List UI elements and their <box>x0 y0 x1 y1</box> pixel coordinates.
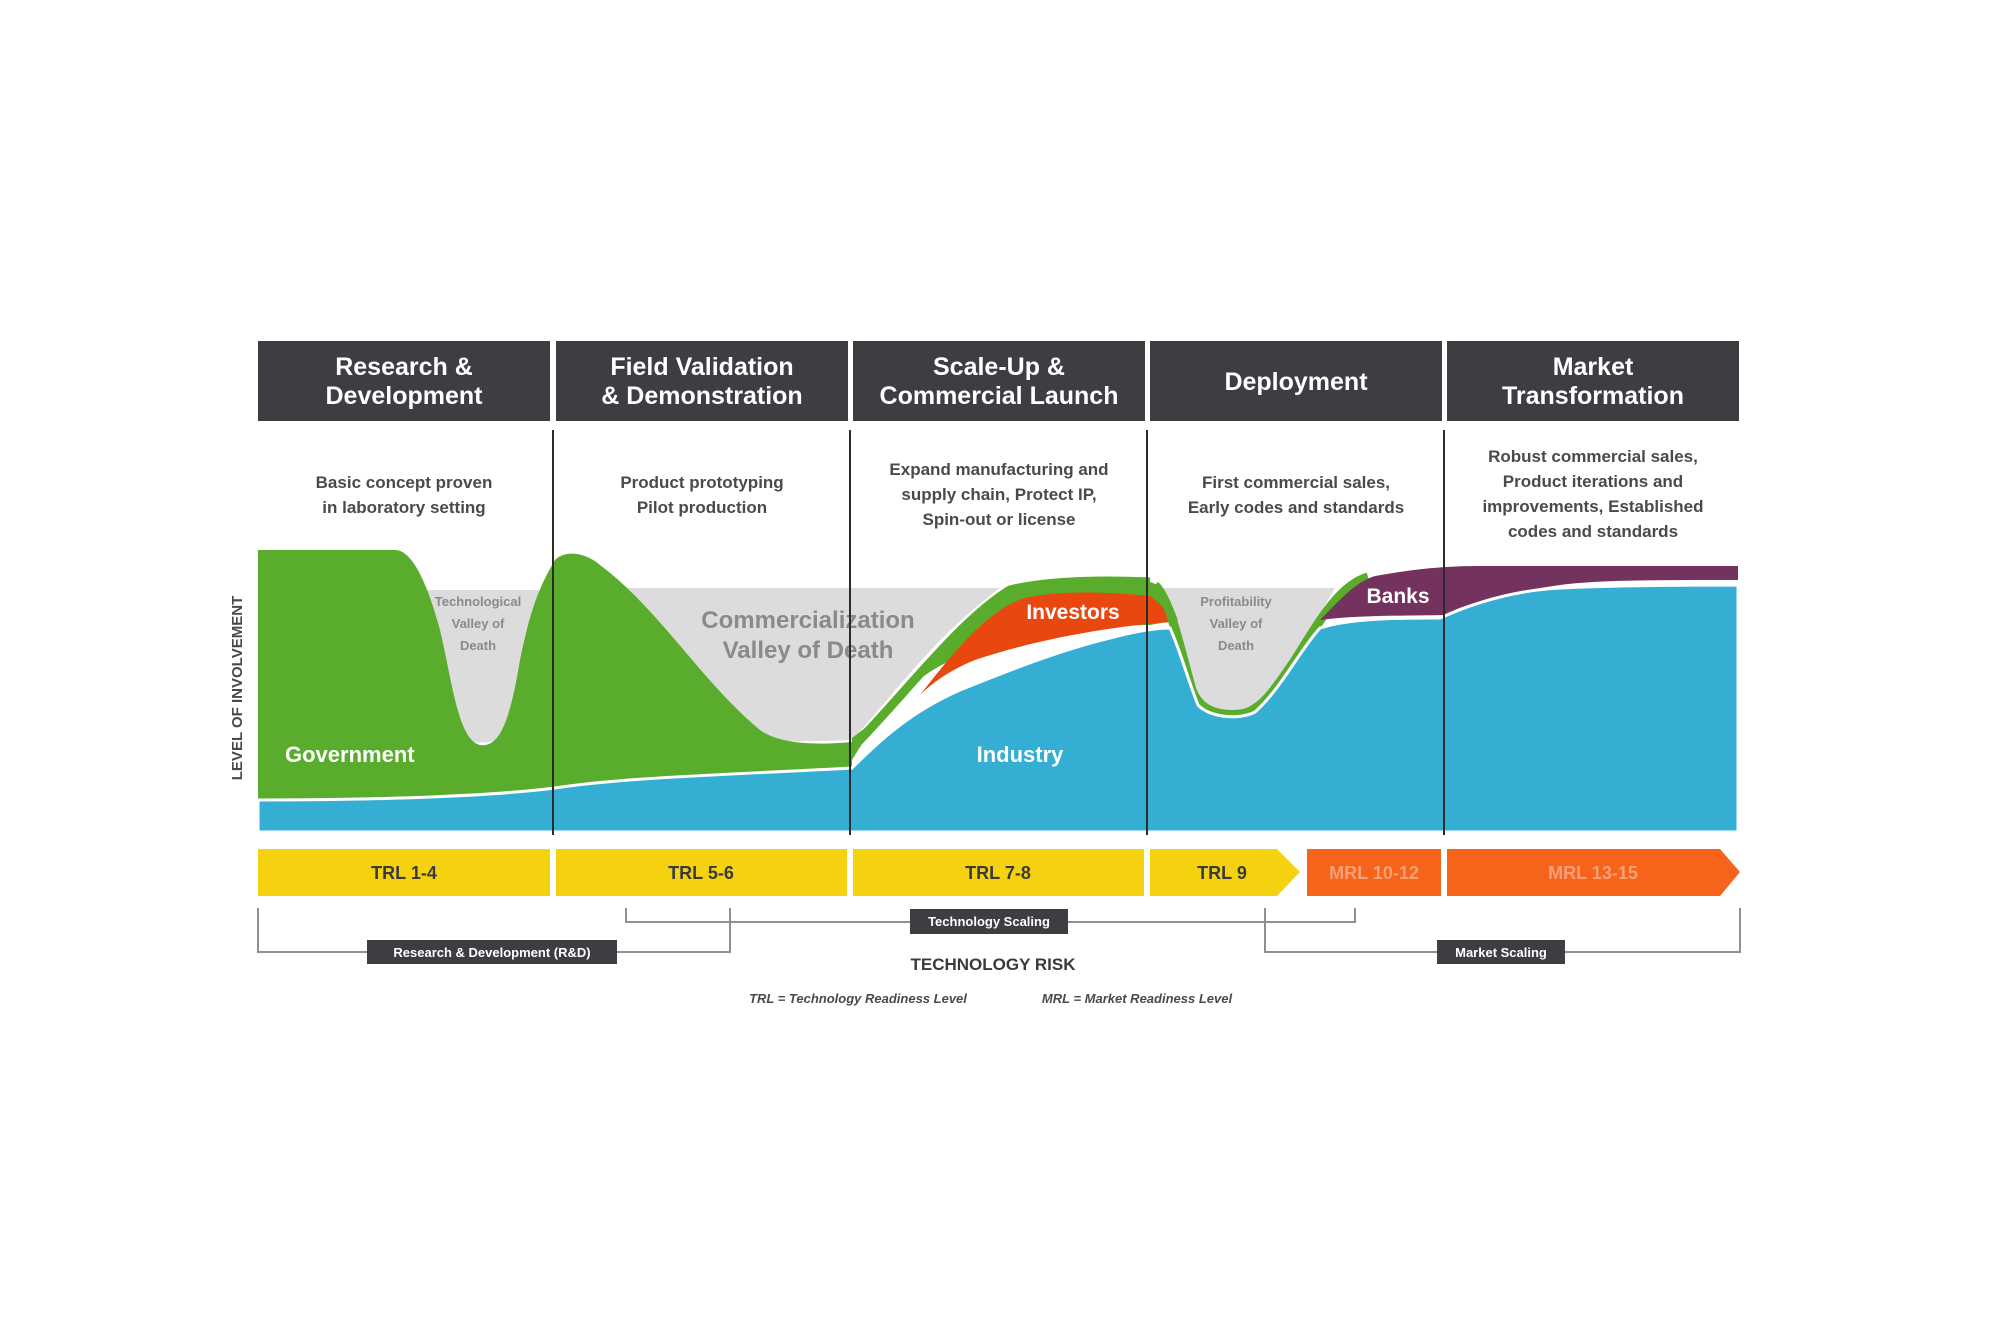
phase-description-line: Basic concept proven <box>316 473 493 492</box>
phase-title-line: Field Validation <box>610 353 793 381</box>
phase-description-line: Robust commercial sales, <box>1488 447 1698 466</box>
industry-label: Industry <box>977 742 1065 767</box>
phase-description-line: Product iterations and <box>1503 472 1683 491</box>
phase-title-line: & Demonstration <box>601 382 802 410</box>
readiness-bar-mrl-10-12 <box>1307 849 1441 896</box>
phase-header-box <box>556 341 848 421</box>
phase-description-line: Spin-out or license <box>922 510 1075 529</box>
phase-title-line: Research & <box>335 353 473 381</box>
phase-header-box <box>1447 341 1739 421</box>
investors-label: Investors <box>1026 601 1119 624</box>
phase-header-rd: Research & Development <box>258 341 550 421</box>
valley-label-technological: Technological <box>435 594 521 609</box>
government-label: Government <box>285 742 415 767</box>
y-axis-label: LEVEL OF INVOLVEMENT <box>229 596 246 780</box>
industry-area <box>258 583 1738 832</box>
scaling-brackets: Research & Development (R&D) Technology … <box>257 908 1741 964</box>
tag-box-technology <box>910 909 1068 934</box>
readiness-levels: TRL 1-4 TRL 5-6 TRL 7-8 TRL 9 MRL 10-12 … <box>258 849 1740 896</box>
valley-label-technological: Valley of <box>452 616 505 631</box>
phase-descriptions: Basic concept proven in laboratory setti… <box>316 447 1704 541</box>
phase-title-line: Transformation <box>1502 382 1684 410</box>
readiness-bar-trl-1-4 <box>258 849 550 896</box>
readiness-bar-trl-7-8 <box>853 849 1144 896</box>
legend-trl: TRL = Technology Readiness Level <box>749 991 967 1006</box>
readiness-label: MRL 10-12 <box>1329 863 1419 883</box>
banks-label: Banks <box>1366 585 1429 608</box>
scale-up-outline <box>848 576 1151 752</box>
phase-header-box <box>853 341 1145 421</box>
valley-label-commercialization: Commercialization <box>701 607 914 634</box>
phase-description-line: Pilot production <box>637 498 767 517</box>
phase-header-field-validation: Field Validation & Demonstration <box>556 341 848 421</box>
phase-description-line: First commercial sales, <box>1202 473 1390 492</box>
phase-headers: Research & Development Field Validation … <box>258 341 1739 421</box>
readiness-bar-trl-9 <box>1150 849 1300 896</box>
phase-header-market-transformation: Market Transformation <box>1447 341 1739 421</box>
phase-description-line: Product prototyping <box>620 473 783 492</box>
phase-title-line: Scale-Up & <box>933 353 1065 381</box>
involvement-chart <box>258 550 1738 832</box>
phase-description-line: Early codes and standards <box>1188 498 1404 517</box>
readiness-label: MRL 13-15 <box>1548 863 1638 883</box>
readiness-bar-trl-5-6 <box>556 849 847 896</box>
phase-description-line: Expand manufacturing and <box>889 460 1108 479</box>
phase-header-box <box>258 341 550 421</box>
readiness-bar-mrl-13-15 <box>1447 849 1740 896</box>
readiness-label: TRL 7-8 <box>965 863 1031 883</box>
tag-box-rd <box>367 940 617 964</box>
readiness-label: TRL 9 <box>1197 863 1247 883</box>
valley-area-commercialization <box>620 588 1000 742</box>
valley-label-profitability: Profitability <box>1200 594 1272 609</box>
phase-title-line: Development <box>326 382 484 410</box>
readiness-label: TRL 1-4 <box>371 863 437 883</box>
phase-description-line: supply chain, Protect IP, <box>901 485 1096 504</box>
phase-header-deployment: Deployment <box>1150 341 1442 421</box>
phase-description-line: codes and standards <box>1508 522 1678 541</box>
investors-area <box>920 592 1172 695</box>
valley-area-profitability <box>1160 588 1335 720</box>
valley-label-technological: Death <box>460 638 496 653</box>
phase-header-scale-up: Scale-Up & Commercial Launch <box>853 341 1145 421</box>
tag-technology: Technology Scaling <box>928 914 1050 929</box>
tag-box-market <box>1437 940 1565 964</box>
tag-rd: Research & Development (R&D) <box>393 945 590 960</box>
valley-labels: Technological Valley of Death Commercial… <box>435 594 1273 664</box>
banks-area <box>1320 566 1738 620</box>
x-axis-label: TECHNOLOGY RISK <box>911 955 1077 974</box>
government-area <box>258 550 852 805</box>
phase-header-box <box>1150 341 1442 421</box>
phase-description-line: improvements, Established <box>1482 497 1703 516</box>
readiness-label: TRL 5-6 <box>668 863 734 883</box>
valley-label-commercialization: Valley of Death <box>723 637 894 664</box>
tag-market: Market Scaling <box>1455 945 1547 960</box>
valley-label-profitability: Valley of <box>1210 616 1263 631</box>
phase-title-line: Market <box>1553 353 1634 381</box>
phase-description-line: in laboratory setting <box>322 498 485 517</box>
valley-label-profitability: Death <box>1218 638 1254 653</box>
phase-title-line: Commercial Launch <box>880 382 1119 410</box>
legend-mrl: MRL = Market Readiness Level <box>1042 991 1233 1006</box>
phase-dividers <box>552 430 1445 835</box>
phase-title-line: Deployment <box>1224 368 1368 396</box>
